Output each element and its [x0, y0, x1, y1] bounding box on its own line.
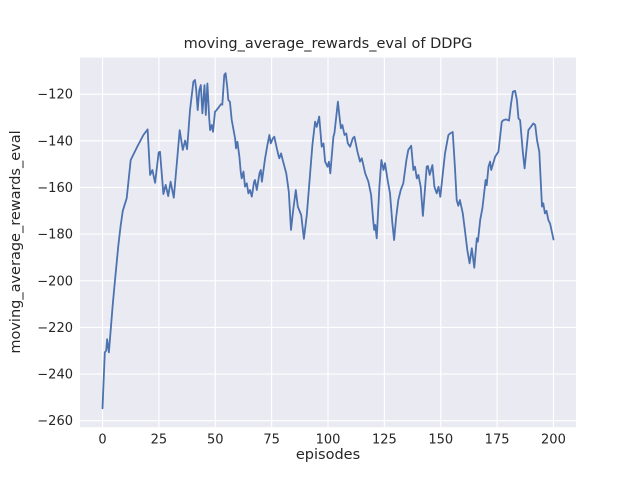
y-axis-label: moving_average_rewards_eval: [8, 130, 24, 354]
y-tick-label: −180: [37, 228, 73, 243]
y-tick-label: −220: [37, 321, 73, 336]
y-tick-label: −200: [37, 274, 73, 289]
y-tick-label: −240: [37, 368, 73, 383]
x-tick-label: 125: [372, 433, 397, 448]
x-tick-label: 150: [428, 433, 453, 448]
y-tick-label: −260: [37, 414, 73, 429]
x-tick-label: 75: [263, 433, 280, 448]
x-tick-label: 25: [151, 433, 168, 448]
data-line: [101, 72, 555, 410]
y-tick-label: −140: [37, 134, 73, 149]
x-tick-label: 50: [207, 433, 224, 448]
x-tick-label: 175: [485, 433, 510, 448]
y-tick-label: −160: [37, 181, 73, 196]
x-tick-label: 200: [541, 433, 566, 448]
x-axis-label: episodes: [295, 447, 361, 463]
x-tick-label: 100: [316, 433, 341, 448]
chart-title: moving_average_rewards_eval of DDPG: [183, 36, 473, 52]
y-tick-label: −120: [37, 88, 73, 103]
x-tick-label: 0: [98, 433, 106, 448]
